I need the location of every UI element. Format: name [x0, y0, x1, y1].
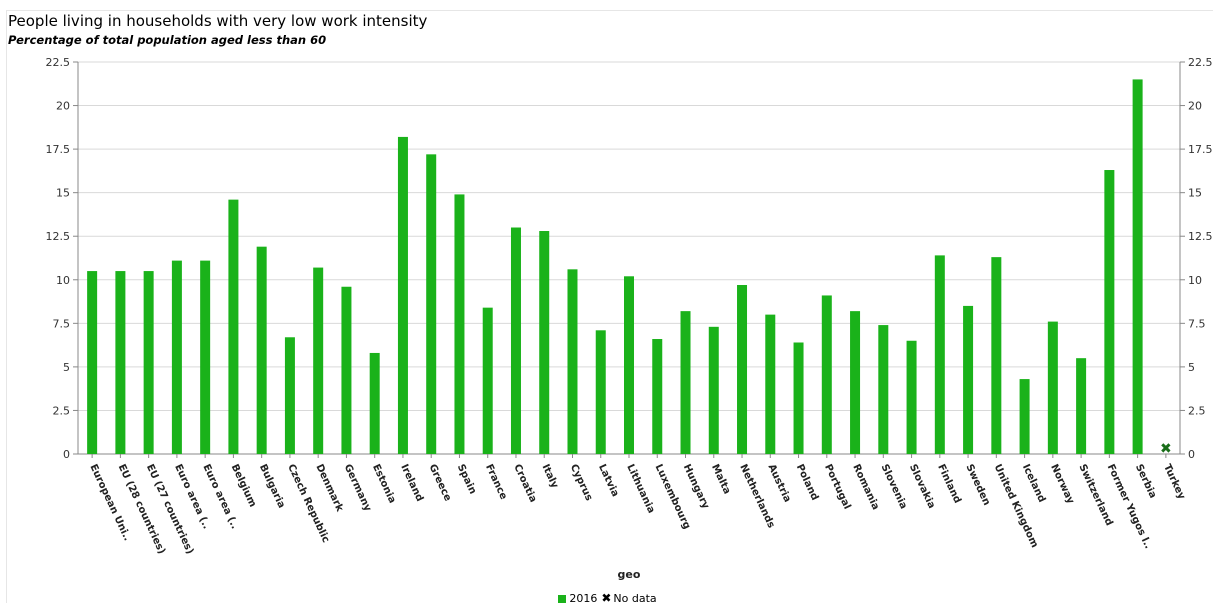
bar	[878, 325, 889, 454]
y-tick-label-left: 10	[56, 274, 70, 287]
y-tick-label-left: 5	[63, 361, 70, 374]
x-tick-label: Serbia	[1133, 463, 1158, 501]
y-tick-label-right: 17.5	[1188, 143, 1213, 156]
legend-swatch-2016	[558, 595, 567, 603]
legend-label-nodata[interactable]: No data	[613, 592, 657, 605]
x-tick-label: Norway	[1048, 463, 1076, 506]
chart-frame	[6, 10, 1213, 603]
nodata-marker: ✖	[1160, 441, 1172, 457]
y-tick-label-right: 22.5	[1188, 56, 1213, 69]
bar	[313, 267, 324, 454]
x-tick-label: Cyprus	[568, 463, 594, 503]
bar	[850, 311, 861, 454]
bar	[369, 352, 380, 454]
x-tick-label: Estonia	[370, 463, 398, 505]
y-tick-label-left: 20	[56, 100, 70, 113]
x-tick-label: Bulgaria	[257, 463, 287, 510]
bar	[510, 227, 521, 454]
bar	[256, 246, 267, 454]
bar	[1104, 170, 1115, 455]
x-tick-label: Croatia	[511, 463, 538, 505]
x-tick-label: Italy	[540, 463, 561, 491]
bar	[708, 326, 719, 454]
bar	[171, 260, 182, 454]
x-tick-label: France	[483, 463, 509, 502]
y-tick-label-right: 10	[1188, 274, 1202, 287]
bar	[482, 307, 493, 454]
bar	[1132, 79, 1143, 454]
legend: 2016 ✖ No data	[0, 591, 1215, 605]
y-tick-label-right: 15	[1188, 187, 1202, 200]
bar	[1047, 321, 1058, 454]
bar	[963, 305, 974, 454]
chart-subtitle: Percentage of total population aged less…	[8, 33, 327, 47]
bar	[284, 337, 295, 454]
bar	[652, 339, 663, 454]
bar	[906, 340, 917, 454]
bar	[200, 260, 211, 454]
x-tick-label: Finland	[935, 463, 963, 506]
bar	[397, 136, 408, 454]
bar	[567, 269, 578, 454]
y-tick-label-right: 0	[1188, 448, 1195, 461]
y-tick-label-left: 0	[63, 448, 70, 461]
x-tick-label: Greece	[426, 463, 453, 504]
bar	[1076, 358, 1087, 454]
y-tick-label-right: 5	[1188, 361, 1195, 374]
y-tick-label-right: 12.5	[1188, 230, 1213, 243]
y-tick-label-left: 2.5	[53, 404, 71, 417]
bar	[595, 330, 606, 454]
x-tick-label: Sweden	[963, 463, 992, 508]
x-tick-label: Germany	[342, 463, 374, 514]
y-tick-label-right: 2.5	[1188, 404, 1206, 417]
x-tick-label: Latvia	[596, 463, 621, 499]
x-tick-label: Romania	[850, 463, 881, 512]
bar	[991, 257, 1002, 454]
bar	[87, 271, 98, 454]
bar	[341, 286, 352, 454]
y-tick-label-right: 7.5	[1188, 317, 1206, 330]
bar	[624, 276, 634, 454]
x-axis-title: geo	[618, 568, 641, 581]
bar	[737, 285, 748, 454]
y-tick-label-left: 12.5	[46, 230, 71, 243]
bar	[454, 194, 465, 455]
x-tick-label: Belgium	[229, 463, 258, 509]
bar	[539, 230, 550, 454]
bar	[115, 271, 126, 454]
x-tick-label: Slovenia	[879, 463, 909, 511]
bar	[228, 199, 239, 454]
x-tick-label: Austria	[766, 463, 793, 505]
bar	[680, 311, 691, 454]
y-tick-label-left: 17.5	[46, 143, 71, 156]
x-tick-label: Hungary	[681, 463, 711, 512]
bar	[934, 255, 945, 454]
y-tick-label-right: 20	[1188, 100, 1202, 113]
legend-nodata-icon: ✖	[601, 591, 612, 605]
legend-label-2016[interactable]: 2016	[569, 592, 598, 605]
y-tick-label-left: 15	[56, 187, 70, 200]
bar	[821, 295, 832, 454]
bar	[143, 271, 154, 454]
bar	[793, 342, 804, 454]
x-tick-label: Iceland	[1020, 463, 1047, 505]
x-tick-label: Lithuania	[624, 463, 656, 516]
y-tick-label-left: 7.5	[53, 317, 71, 330]
bar	[765, 314, 776, 454]
x-tick-label: Malta	[709, 463, 732, 496]
x-tick-label: Slovakia	[907, 463, 937, 511]
x-tick-label: Turkey	[1161, 463, 1187, 502]
x-tick-label: Poland	[794, 463, 820, 503]
x-tick-label: Spain	[455, 463, 478, 496]
x-tick-label: Ireland	[398, 463, 425, 504]
bar	[426, 154, 437, 455]
chart-title: People living in households with very lo…	[8, 12, 428, 30]
bar	[1019, 379, 1030, 454]
x-tick-label: Portugal	[822, 463, 852, 511]
y-tick-label-left: 22.5	[46, 56, 71, 69]
x-tick-label: Denmark	[313, 463, 345, 514]
